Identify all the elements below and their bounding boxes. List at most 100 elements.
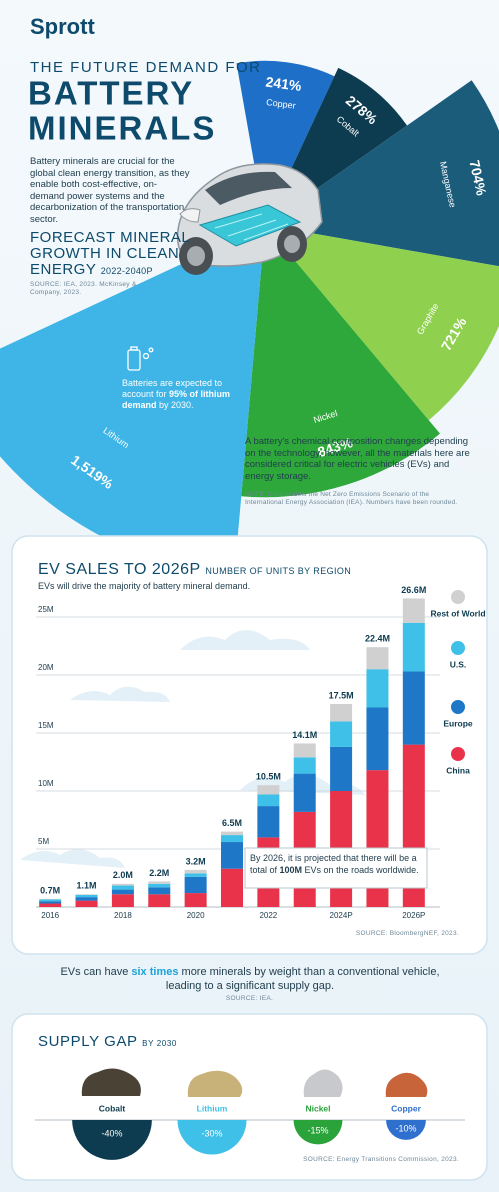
total-label: 3.2M	[186, 856, 206, 866]
legend-label: Rest of World	[430, 608, 485, 618]
bar-segment	[293, 757, 316, 774]
supply-title: SUPPLY GAP BY 2030	[38, 1033, 177, 1050]
bar-segment	[184, 876, 207, 894]
total-label: 2.2M	[149, 868, 169, 878]
wedge	[265, 225, 499, 421]
title: MINERALS	[28, 110, 216, 147]
annotation-text: by 2030.	[156, 400, 194, 410]
bar-segment	[148, 887, 171, 895]
gap-semicircle	[177, 1120, 247, 1155]
total-label: 10.5M	[256, 772, 281, 782]
legend-marker	[449, 745, 467, 763]
kicker: THE FUTURE DEMAND FOR	[30, 59, 262, 76]
bar-segment	[402, 598, 425, 623]
total-label: 26.6M	[401, 585, 426, 595]
gap-value: -40%	[101, 1128, 122, 1138]
total-label: 0.7M	[40, 885, 60, 895]
wedge-value: 241%	[265, 73, 303, 94]
gap-value: -30%	[201, 1128, 222, 1138]
x-tick-label: 2018	[114, 911, 132, 920]
total-label: 2.0M	[113, 870, 133, 880]
gap-value: -10%	[395, 1123, 416, 1133]
title: FORECAST MINERAL GROWTH IN CLEAN ENERGY	[30, 229, 190, 278]
annotation: By 2026, it is projected that there will…	[250, 853, 422, 876]
legend-marker	[449, 639, 467, 657]
bar-segment	[257, 785, 280, 795]
y-tick-label: 25M	[38, 605, 54, 614]
total-label: 1.1M	[77, 881, 97, 891]
title: BATTERY	[28, 75, 194, 112]
bar-segment	[293, 773, 316, 812]
bar-segment	[257, 794, 280, 807]
bar-segment	[39, 899, 62, 902]
brand: Sprott	[30, 14, 95, 39]
bar-segment	[111, 894, 134, 907]
bar-segment	[39, 898, 62, 900]
bar-segment	[111, 885, 134, 890]
polar-chart: 241%Copper 278%Cobalt704%Manganese721%Gra…	[0, 60, 499, 576]
note-text: EVs can have	[60, 966, 132, 978]
gap-semicircle	[293, 1120, 343, 1145]
total-label: 22.4M	[365, 634, 390, 644]
source: SOURCE: IEA, 2023. McKinsey & Company, 2…	[30, 281, 137, 296]
y-tick-label: 5M	[38, 837, 49, 846]
subtitle: 2022-2040P	[100, 266, 153, 276]
bar-segment	[221, 831, 243, 836]
gap-label: Cobalt	[99, 1103, 126, 1113]
source: SOURCE: IEA.	[225, 995, 274, 1002]
x-tick-label: 2020	[187, 911, 205, 920]
source: SOURCE: Energy Transitions Commission, 2…	[303, 1156, 459, 1163]
bar-segment	[111, 889, 134, 895]
wedge-label: Copper	[266, 97, 297, 111]
x-tick-label: 2016	[41, 911, 59, 920]
gap-label: Copper	[391, 1103, 421, 1113]
y-tick-label: 15M	[38, 721, 54, 730]
annotation-text: EVs on the roads worldwide.	[302, 864, 419, 875]
gap-semicircle	[386, 1120, 426, 1140]
bar-segment	[75, 894, 98, 898]
bar-segment	[39, 903, 62, 907]
middle-note: EVs can have six times more minerals by …	[60, 965, 440, 993]
bar-segment	[330, 704, 353, 722]
bar-segment	[293, 743, 316, 758]
gap-value: -15%	[307, 1125, 328, 1135]
gap-label: Nickel	[305, 1103, 330, 1113]
bar-segment	[402, 671, 425, 745]
legend-marker	[449, 588, 467, 606]
annotation-box	[244, 847, 428, 889]
bar-segment	[366, 669, 389, 708]
battery-icon	[127, 346, 154, 371]
car-illustration	[176, 163, 323, 275]
bar-segment	[75, 900, 98, 907]
gap-semicircle	[72, 1120, 152, 1160]
bar-segment	[184, 869, 207, 874]
annotation-text: Batteries are expected to account for	[122, 378, 223, 399]
legend-marker	[449, 698, 467, 716]
footnote: NOTE: Data models the Net Zero Emissions…	[245, 491, 458, 506]
bar-segment	[366, 707, 389, 771]
bar-segment	[221, 835, 243, 843]
wedge	[0, 225, 265, 576]
note-highlight: six times	[131, 966, 179, 978]
supply-chart: -40% Cobalt -30% Lithium -15% Nickel -10% Coppe…	[35, 1103, 465, 1160]
annotation-highlight: 100M	[279, 864, 303, 875]
note-text: more minerals by weight than a conventio…	[165, 966, 440, 992]
bar-segment	[257, 806, 280, 838]
annotation-highlight: 95% of lithium demand	[122, 389, 231, 410]
bar-segment	[221, 868, 243, 907]
total-label: 17.5M	[329, 690, 354, 700]
x-tick-label: 2026P	[402, 911, 425, 920]
bar-segment	[184, 893, 207, 907]
bar-segment	[111, 883, 134, 886]
gap-label: Lithium	[197, 1103, 228, 1113]
bar-segment	[148, 883, 171, 888]
bar-segment	[39, 901, 62, 904]
subtitle: NUMBER OF UNITS BY REGION	[205, 566, 352, 576]
polar-title: FORECAST MINERAL GROWTH IN CLEAN ENERGY …	[30, 230, 205, 279]
bar-segment	[148, 894, 171, 907]
bar-segment	[148, 881, 171, 884]
total-label: 6.5M	[222, 818, 242, 828]
bar-segment	[330, 746, 353, 791]
y-tick-label: 10M	[38, 779, 54, 788]
